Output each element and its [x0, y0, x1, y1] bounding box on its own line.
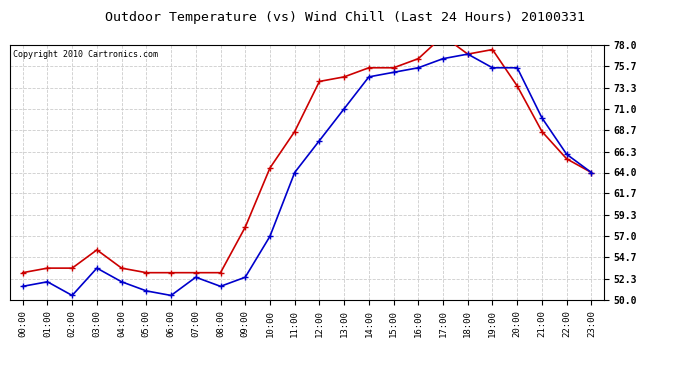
Text: Copyright 2010 Cartronics.com: Copyright 2010 Cartronics.com — [13, 50, 158, 59]
Text: Outdoor Temperature (vs) Wind Chill (Last 24 Hours) 20100331: Outdoor Temperature (vs) Wind Chill (Las… — [105, 11, 585, 24]
